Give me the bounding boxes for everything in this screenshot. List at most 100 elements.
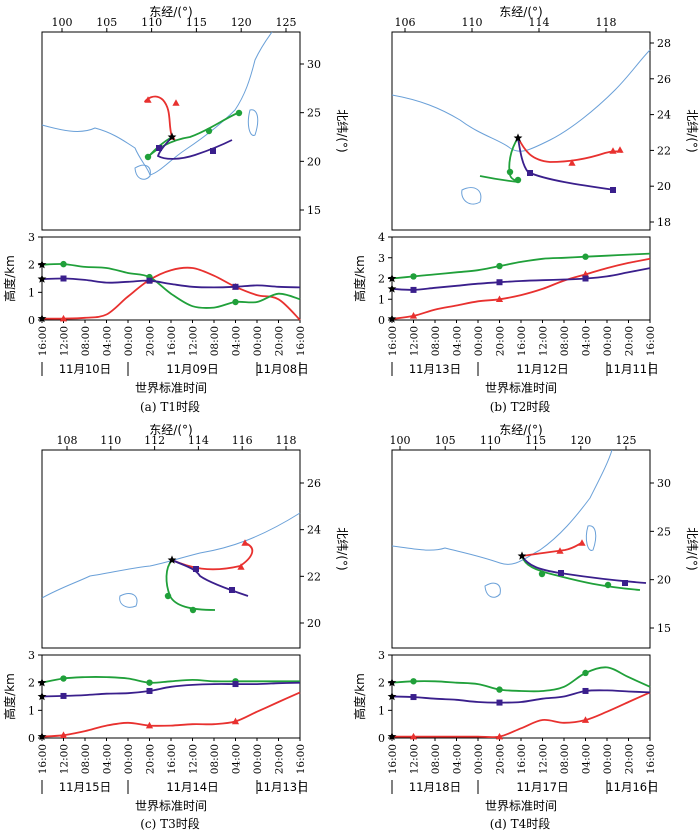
lat-tick-label: 20: [307, 617, 321, 630]
day-label: 11月11日: [606, 362, 658, 376]
height-point-purple: [496, 279, 503, 286]
height-frame: [41, 654, 301, 739]
height-tick-label: 3: [378, 649, 385, 662]
source-star: [167, 555, 177, 564]
day-label: 11月09日: [166, 362, 218, 376]
lon-tick-label: 120: [231, 16, 252, 29]
time-tick-label: 04:00: [452, 326, 464, 356]
time-tick-label: 16:00: [645, 744, 657, 774]
lat-tick-label: 24: [657, 109, 671, 122]
lon-tick-label: 108: [57, 434, 78, 447]
height-point-purple: [60, 692, 67, 699]
lon-tick-label: 115: [186, 16, 207, 29]
height-axis-label: 高度/km: [2, 255, 17, 302]
trajectory-marker-green: [164, 592, 172, 600]
time-tick-label: 12:00: [409, 326, 421, 356]
source-star: [167, 132, 177, 141]
height-start-star: [37, 732, 47, 741]
trajectory-marker-red: [616, 146, 624, 153]
height-tick-label: 1: [28, 286, 35, 299]
height-point-red: [495, 732, 504, 740]
height-point-purple: [410, 286, 417, 293]
time-tick-label: 00:00: [602, 326, 614, 356]
lat-tick-label: 15: [657, 622, 671, 635]
lat-tick-label: 15: [307, 204, 321, 217]
time-tick-label: 08:00: [559, 326, 571, 356]
height-line-red: [41, 691, 301, 738]
lon-tick-label: 105: [435, 434, 456, 447]
time-tick-label: 20:00: [624, 326, 636, 356]
height-tick-label: 2: [378, 273, 385, 286]
height-point-green: [410, 273, 417, 280]
time-axis-label: 世界标准时间: [135, 381, 207, 395]
height-line-red: [41, 266, 301, 321]
lon-tick-label: 115: [525, 434, 546, 447]
map-frame: [41, 449, 301, 649]
height-line-red: [391, 257, 651, 320]
height-point-red: [231, 717, 240, 725]
trajectory-marker-purple: [229, 587, 235, 593]
caption-d: (d) T4时段: [489, 817, 551, 831]
time-tick-label: 12:00: [538, 744, 550, 774]
height-point-red: [581, 716, 590, 723]
time-tick-label: 20:00: [495, 326, 507, 356]
lat-axis-label: 北纬/(°): [335, 109, 349, 152]
height-point-green: [582, 669, 589, 677]
lon-axis-label: 东经/(°): [499, 423, 542, 437]
lon-tick-label: 114: [188, 434, 209, 447]
time-tick-label: 12:00: [188, 744, 200, 774]
trajectory-marker-purple: [527, 170, 533, 176]
trajectory-marker-red: [609, 147, 617, 154]
time-tick-label: 00:00: [123, 326, 135, 356]
time-tick-label: 16:00: [295, 326, 307, 356]
time-tick-label: 16:00: [295, 744, 307, 774]
height-point-purple: [582, 687, 589, 694]
height-point-red: [495, 295, 504, 303]
lat-tick-label: 22: [657, 144, 671, 157]
height-tick-label: 0: [28, 732, 35, 745]
height-frame: [391, 654, 651, 739]
coastline: [41, 31, 273, 176]
lon-tick-label: 120: [570, 434, 591, 447]
height-tick-label: 0: [28, 314, 35, 327]
time-tick-label: 16:00: [645, 326, 657, 356]
time-tick-label: 16:00: [166, 744, 178, 774]
taiwan-outline: [585, 525, 597, 551]
height-tick-label: 1: [378, 293, 385, 306]
height-point-purple: [146, 277, 153, 284]
height-point-green: [582, 253, 589, 260]
time-tick-label: 04:00: [581, 744, 593, 774]
height-axis-label: 高度/km: [352, 673, 367, 720]
height-point-green: [232, 298, 239, 306]
time-tick-label: 04:00: [231, 744, 243, 774]
lat-axis-label: 北纬/(°): [685, 109, 699, 152]
height-tick-label: 2: [28, 677, 35, 690]
height-point-green: [410, 678, 417, 685]
lon-tick-label: 125: [276, 16, 297, 29]
time-tick-label: 04:00: [231, 326, 243, 356]
height-start-star: [37, 314, 47, 323]
height-point-red: [59, 314, 68, 322]
lon-tick-label: 110: [462, 16, 483, 29]
trajectory-purple: [156, 136, 233, 160]
height-tick-label: 2: [28, 259, 35, 272]
day-label: 11月15日: [59, 780, 111, 794]
lat-tick-label: 25: [307, 107, 321, 120]
height-point-purple: [232, 681, 239, 688]
day-label: 11月13日: [409, 362, 461, 376]
height-start-star: [387, 732, 397, 741]
lon-tick-label: 106: [395, 16, 416, 29]
lon-tick-label: 110: [480, 434, 501, 447]
height-start-star: [387, 678, 397, 687]
time-tick-label: 08:00: [559, 744, 571, 774]
day-label: 11月16日: [606, 780, 658, 794]
island-outline: [119, 593, 138, 608]
height-point-purple: [410, 694, 417, 701]
taiwan-outline: [247, 109, 259, 136]
coastline: [391, 449, 613, 565]
height-axis-label: 高度/km: [2, 673, 17, 720]
source-star: [517, 551, 527, 560]
trajectory-marker-purple: [558, 570, 564, 576]
lon-tick-label: 125: [616, 434, 637, 447]
